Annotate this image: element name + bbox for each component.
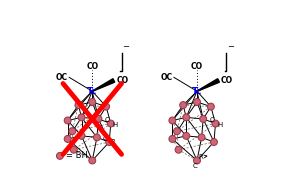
Text: C: C <box>103 136 108 142</box>
Circle shape <box>64 117 71 124</box>
Circle shape <box>89 98 96 105</box>
Text: OC: OC <box>55 73 68 82</box>
Circle shape <box>89 157 96 164</box>
Circle shape <box>93 134 100 141</box>
Text: C: C <box>209 118 214 123</box>
Circle shape <box>169 136 176 143</box>
Circle shape <box>183 132 190 139</box>
Circle shape <box>169 117 176 124</box>
Text: H: H <box>217 122 222 128</box>
Circle shape <box>194 98 201 105</box>
Text: OC: OC <box>160 73 172 82</box>
Circle shape <box>69 128 76 135</box>
Text: −: − <box>122 42 129 51</box>
Text: = BH: = BH <box>66 151 88 160</box>
Circle shape <box>64 136 71 143</box>
Circle shape <box>95 115 102 122</box>
Circle shape <box>212 120 219 127</box>
Circle shape <box>175 146 182 153</box>
Text: Tc: Tc <box>87 87 97 96</box>
Circle shape <box>198 134 205 141</box>
Text: −: − <box>227 42 234 51</box>
Text: R: R <box>199 154 207 160</box>
Polygon shape <box>197 79 219 91</box>
Circle shape <box>200 115 207 122</box>
Circle shape <box>173 128 180 135</box>
Circle shape <box>78 114 85 121</box>
Circle shape <box>56 152 63 159</box>
Circle shape <box>106 139 113 146</box>
Text: R: R <box>111 139 116 145</box>
Circle shape <box>210 139 217 146</box>
Circle shape <box>75 102 82 108</box>
Text: CO: CO <box>86 62 98 71</box>
Text: C: C <box>192 163 197 169</box>
Circle shape <box>103 103 110 110</box>
Circle shape <box>70 146 77 153</box>
Text: H: H <box>112 122 118 128</box>
Circle shape <box>183 114 190 121</box>
Circle shape <box>107 120 114 127</box>
Circle shape <box>194 157 201 164</box>
Polygon shape <box>92 79 115 91</box>
Text: Tc: Tc <box>192 87 202 96</box>
Text: CO: CO <box>191 62 203 71</box>
Circle shape <box>180 102 187 108</box>
Text: CO: CO <box>116 76 128 85</box>
Circle shape <box>78 132 85 139</box>
Text: C: C <box>105 118 109 123</box>
Text: CO: CO <box>221 76 233 85</box>
Circle shape <box>208 103 214 110</box>
